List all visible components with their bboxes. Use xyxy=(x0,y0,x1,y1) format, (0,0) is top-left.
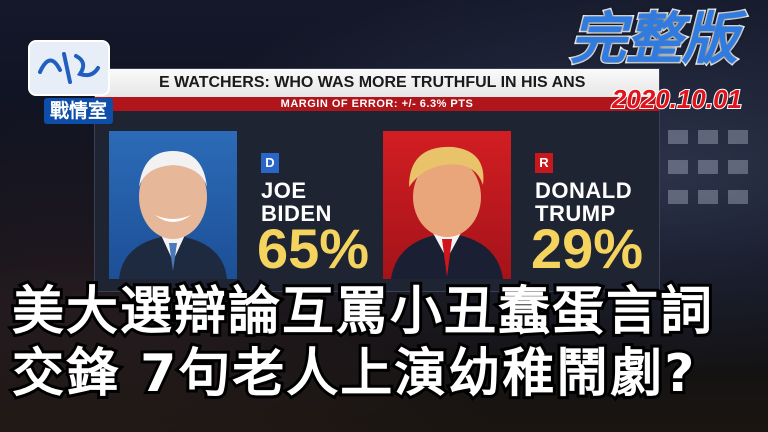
program-logo: 戰情室 xyxy=(20,14,140,124)
trump-photo xyxy=(383,131,511,279)
trump-name: DONALD TRUMP xyxy=(535,179,632,225)
biden-first-name: JOE xyxy=(261,178,307,203)
biden-last-name: BIDEN xyxy=(261,201,332,226)
biden-percent: 65% xyxy=(257,217,370,280)
headline-line-1: 美大選辯論互罵小丑蠢蛋言詞 xyxy=(9,279,715,345)
margin-of-error: MARGIN OF ERROR: +/- 6.3% PTS xyxy=(95,97,659,111)
democrat-badge: D xyxy=(261,153,279,173)
logo-emblem xyxy=(28,40,110,96)
program-name: 戰情室 xyxy=(44,98,114,124)
biden-photo xyxy=(109,131,237,279)
broadcast-date: 2020.10.01 xyxy=(611,83,743,115)
trump-last-name: TRUMP xyxy=(535,201,616,226)
republican-badge: R xyxy=(535,153,553,173)
poll-banner-title: E WATCHERS: WHO WAS MORE TRUTHFUL IN HIS… xyxy=(95,69,659,97)
biden-name: JOE BIDEN xyxy=(261,179,332,225)
headline-line-2: 交鋒 7句老人上演幼稚鬧劇? xyxy=(9,341,697,407)
trump-percent: 29% xyxy=(531,217,644,280)
background-building-lights xyxy=(658,120,768,280)
trump-first-name: DONALD xyxy=(535,178,633,203)
poll-graphic: E WATCHERS: WHO WAS MORE TRUTHFUL IN HIS… xyxy=(94,68,660,292)
edition-badge: 完整版 xyxy=(569,6,740,73)
